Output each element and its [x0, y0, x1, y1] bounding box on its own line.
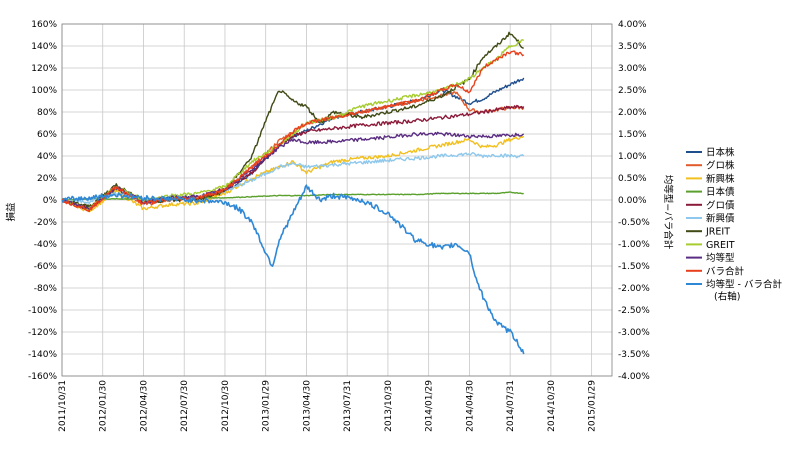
- y2-tick-label: 1.50%: [618, 130, 647, 140]
- y2-tick-label: 0.00%: [618, 196, 647, 206]
- y-tick-label: 40%: [37, 152, 57, 162]
- y2-tick-label: 3.50%: [618, 42, 647, 52]
- y-tick-label: -40%: [34, 240, 58, 250]
- left-y-axis-title: 損益: [5, 202, 17, 222]
- y2-tick-label: 3.00%: [618, 64, 647, 74]
- y2-tick-label: 4.00%: [618, 20, 647, 30]
- x-tick-label: 2011/10/31: [58, 380, 68, 432]
- series-lines: [61, 31, 525, 355]
- y-tick-label: 20%: [37, 174, 57, 184]
- y2-tick-label: -1.00%: [618, 240, 650, 250]
- x-tick-label: 2013/01/29: [262, 380, 272, 432]
- x-tick-label: 2014/07/31: [506, 380, 516, 432]
- legend-label: 新興株: [706, 173, 735, 185]
- y-tick-label: -120%: [28, 328, 57, 338]
- y2-tick-label: -1.50%: [618, 262, 650, 272]
- x-tick-label: 2013/10/30: [384, 380, 394, 432]
- y-tick-label: 100%: [31, 86, 57, 96]
- series-line: [61, 39, 525, 211]
- series-line: [61, 50, 525, 213]
- legend-label: GREIT: [706, 240, 735, 251]
- y-tick-label: 160%: [31, 20, 57, 30]
- series-line: [61, 135, 525, 213]
- right-y-axis-title: 均等型−バラ合計: [662, 175, 674, 250]
- legend-label: 均等型 - バラ合計: [706, 279, 782, 291]
- x-tick-label: 2015/01/29: [588, 380, 598, 432]
- legend-label: バラ合計: [706, 265, 745, 277]
- y-tick-label: -100%: [28, 306, 57, 316]
- x-tick-label: 2012/04/30: [139, 380, 149, 432]
- legend-label: 日本株: [706, 147, 735, 159]
- legend-label-note: (右軸): [714, 291, 740, 303]
- y2-tick-label: 2.50%: [618, 86, 647, 96]
- y2-tick-label: -2.00%: [618, 284, 650, 294]
- y2-tick-label: -3.00%: [618, 328, 650, 338]
- y2-tick-label: -3.50%: [618, 350, 650, 360]
- x-tick-label: 2012/01/30: [99, 380, 109, 432]
- series-line: [61, 31, 524, 209]
- legend-label: JREIT: [705, 227, 730, 238]
- series-line: [61, 184, 525, 355]
- legend-label: グロ株: [706, 160, 735, 172]
- y2-tick-label: 1.00%: [618, 152, 647, 162]
- left-y-axis-ticks: 160% 140% 120% 100% 80% 60% 40% 20% 0% -20% -40% -6…: [28, 20, 57, 382]
- y-tick-label: -140%: [28, 350, 57, 360]
- legend-label: 日本債: [706, 186, 735, 198]
- y2-tick-label: 2.00%: [618, 108, 647, 118]
- y2-tick-label: -0.50%: [618, 218, 650, 228]
- x-tick-label: 2014/10/30: [547, 380, 557, 432]
- y2-tick-label: -4.00%: [618, 372, 650, 382]
- y-tick-label: -160%: [28, 372, 57, 382]
- right-y-axis-ticks: 4.00% 3.50% 3.00% 2.50% 2.00% 1.50% 1.00% 0.50%…: [618, 20, 650, 382]
- y-tick-label: 80%: [37, 108, 57, 118]
- x-tick-label: 2014/04/30: [465, 380, 475, 432]
- y2-tick-label: -2.50%: [618, 306, 650, 316]
- legend-label: 新興債: [706, 213, 735, 225]
- y-tick-label: 0%: [43, 196, 58, 206]
- y-tick-label: 140%: [31, 42, 57, 52]
- y2-tick-label: 0.50%: [618, 174, 647, 184]
- y-tick-label: -60%: [34, 262, 58, 272]
- legend-label: 均等型: [706, 252, 735, 264]
- x-tick-label: 2014/01/29: [425, 380, 435, 432]
- y-tick-label: -20%: [34, 218, 58, 228]
- x-tick-label: 2012/10/30: [221, 380, 231, 432]
- x-tick-label: 2013/04/30: [302, 380, 312, 432]
- x-axis-ticks: 2011/10/31 2012/01/30 2012/04/30 2012/07/30…: [58, 380, 598, 432]
- x-tick-label: 2012/07/30: [180, 380, 190, 432]
- legend-label: グロ債: [706, 199, 735, 211]
- y-tick-label: -80%: [34, 284, 58, 294]
- y-tick-label: 60%: [37, 130, 57, 140]
- x-tick-label: 2013/07/31: [343, 380, 353, 432]
- y-tick-label: 120%: [31, 64, 57, 74]
